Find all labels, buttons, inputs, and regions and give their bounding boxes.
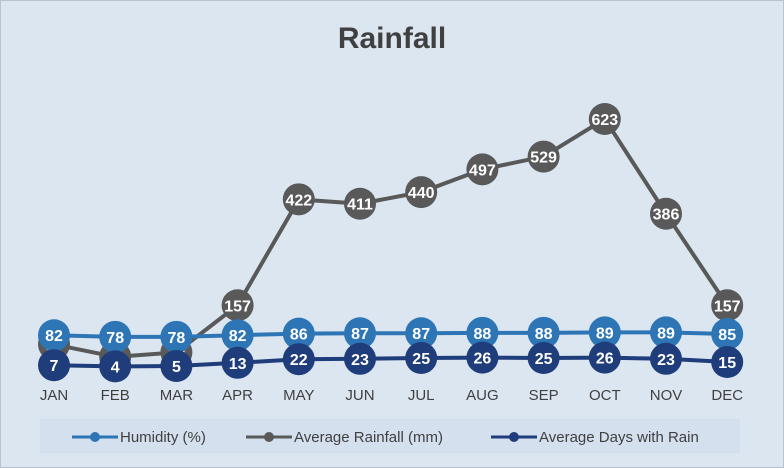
data-label-rainfall: 157 [714, 298, 741, 315]
legend-swatch-days-with-rain [491, 432, 537, 442]
data-point-rainfall [344, 187, 376, 220]
data-point-days-with-rain [711, 346, 744, 379]
x-tick-label: JUN [345, 387, 374, 404]
legend-item-rainfall: Average Rainfall (mm) [246, 428, 443, 446]
series-humidity: 82 78 78 82 86 87 87 88 88 89 89 85 [38, 316, 744, 353]
x-tick-label: OCT [589, 387, 621, 404]
data-label-days-with-rain: 15 [718, 355, 736, 372]
data-label-days-with-rain: 25 [412, 351, 430, 368]
data-label-days-with-rain: 22 [290, 352, 308, 369]
data-point-rainfall [711, 289, 744, 322]
data-point-days-with-rain [282, 343, 315, 376]
data-point-rainfall [405, 176, 438, 209]
data-point-rainfall [588, 103, 621, 135]
data-label-humidity: 82 [45, 328, 63, 345]
data-point-days-with-rain [588, 341, 621, 374]
data-point-days-with-rain [527, 342, 560, 375]
data-point-days-with-rain [38, 349, 70, 382]
legend-item-humidity: Humidity (%) [72, 428, 206, 446]
data-label-days-with-rain: 5 [172, 359, 181, 376]
data-point-humidity [344, 317, 376, 350]
x-tick-label: SEP [529, 387, 559, 404]
x-tick-label: NOV [650, 387, 683, 404]
x-tick-label: AUG [466, 387, 499, 404]
series-days-with-rain: 7 4 5 13 22 23 25 26 25 26 23 15 [38, 341, 744, 383]
data-label-days-with-rain: 26 [596, 351, 614, 368]
data-label-rainfall: 157 [224, 298, 251, 315]
x-tick-label: JAN [40, 387, 68, 404]
x-tick-label: MAR [160, 387, 194, 404]
legend-swatch-rainfall [246, 432, 292, 442]
data-label-humidity: 89 [596, 325, 614, 342]
data-point-humidity [221, 319, 254, 352]
data-point-days-with-rain [466, 341, 499, 374]
legend-label-humidity: Humidity (%) [120, 428, 206, 446]
data-label-humidity: 78 [106, 330, 124, 347]
data-label-days-with-rain: 23 [351, 352, 369, 369]
data-label-humidity: 87 [351, 326, 369, 343]
data-label-rainfall: 411 [347, 197, 373, 214]
data-label-rainfall: 386 [653, 207, 680, 224]
data-label-rainfall: 623 [591, 112, 618, 129]
data-label-humidity: 82 [229, 328, 247, 345]
x-tick-label: MAY [283, 387, 314, 404]
data-label-humidity: 89 [657, 325, 675, 342]
data-label-humidity: 85 [718, 327, 736, 344]
data-label-days-with-rain: 25 [535, 351, 553, 368]
data-point-days-with-rain [650, 342, 682, 375]
chart-title: Rainfall [337, 22, 447, 55]
data-label-days-with-rain: 4 [111, 359, 120, 376]
data-point-days-with-rain [160, 350, 193, 383]
series-line-humidity [53, 330, 728, 339]
data-point-humidity [160, 320, 193, 353]
data-point-humidity [405, 317, 438, 350]
data-label-humidity: 88 [474, 326, 492, 343]
legend [40, 419, 740, 453]
data-point-rainfall [466, 153, 499, 186]
x-tick-label: FEB [101, 387, 130, 404]
data-label-rainfall: 497 [469, 162, 496, 179]
data-point-humidity [527, 316, 560, 349]
data-point-days-with-rain [405, 342, 438, 375]
data-label-humidity: 86 [290, 327, 308, 344]
series-line-days-with-rain [53, 355, 728, 369]
data-point-humidity [99, 320, 132, 353]
data-point-humidity [711, 318, 744, 351]
data-point-days-with-rain [221, 346, 254, 379]
data-point-humidity [38, 319, 70, 352]
legend-label-rainfall: Average Rainfall (mm) [294, 428, 443, 446]
data-label-humidity: 78 [168, 330, 186, 347]
data-point-days-with-rain [344, 342, 376, 375]
data-point-humidity [650, 316, 682, 349]
data-label-humidity: 87 [412, 326, 430, 343]
data-point-humidity [466, 316, 499, 349]
data-label-days-with-rain: 13 [229, 356, 247, 373]
data-label-rainfall: 422 [285, 192, 312, 209]
legend-label-days-with-rain: Average Days with Rain [539, 428, 699, 446]
data-label-days-with-rain: 26 [474, 351, 492, 368]
data-label-rainfall: 440 [408, 185, 435, 202]
x-tick-label: JUL [408, 387, 435, 404]
data-point-rainfall [527, 140, 560, 173]
data-label-days-with-rain: 23 [657, 352, 675, 369]
data-point-rainfall [650, 197, 682, 230]
data-label-rainfall: 529 [530, 150, 557, 167]
series-line-rainfall [53, 117, 729, 359]
legend-item-days-with-rain: Average Days with Rain [491, 428, 699, 446]
data-point-days-with-rain [99, 350, 132, 383]
x-tick-label: APR [222, 387, 253, 404]
legend-swatch-humidity [72, 432, 118, 442]
data-point-humidity [282, 317, 315, 350]
data-point-rainfall [221, 289, 254, 322]
data-point-rainfall [282, 183, 315, 216]
data-label-humidity: 88 [535, 326, 553, 343]
x-tick-label: DEC [711, 387, 743, 404]
data-label-days-with-rain: 7 [50, 358, 59, 375]
data-point-humidity [588, 316, 621, 349]
